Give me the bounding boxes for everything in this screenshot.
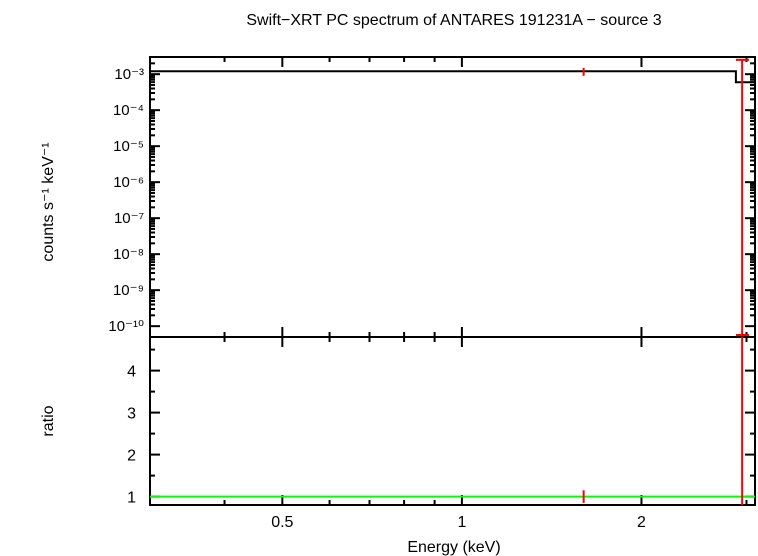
x-tick-label: 0.5 xyxy=(271,514,293,531)
top-y-tick-label: 10⁻⁶ xyxy=(113,174,144,191)
chart-title: Swift−XRT PC spectrum of ANTARES 191231A… xyxy=(246,12,661,29)
top-y-tick-label: 10⁻⁵ xyxy=(113,138,144,155)
model-line xyxy=(150,70,755,84)
x-tick-label: 2 xyxy=(637,514,646,531)
top-y-axis-label: counts s⁻¹ keV⁻¹ xyxy=(40,142,57,261)
bottom-y-tick-label: 4 xyxy=(127,364,136,381)
top-y-tick-label: 10⁻¹⁰ xyxy=(108,318,144,335)
top-y-tick-label: 10⁻³ xyxy=(114,66,144,83)
bottom-y-tick-label: 2 xyxy=(127,448,136,465)
top-panel-spectrum: 10⁻³ 10⁻⁴ 10⁻⁵ 10⁻⁶ 10⁻⁷ 10⁻⁸ 10⁻⁹ 10⁻¹⁰ xyxy=(108,56,756,338)
bottom-panel-frame xyxy=(149,336,756,506)
bottom-y-axis-label: ratio xyxy=(40,405,57,436)
x-tick-label: 1 xyxy=(457,514,466,531)
bottom-y-tick-label: 3 xyxy=(127,406,136,423)
top-y-tick-label: 10⁻⁸ xyxy=(113,246,144,263)
top-y-tick-label: 10⁻⁴ xyxy=(113,102,144,119)
top-y-tick-label: 10⁻⁷ xyxy=(114,210,144,227)
top-y-tick-label: 10⁻⁹ xyxy=(113,282,144,299)
bottom-panel-ratio: 1 2 3 4 0.5 1 2 xyxy=(127,336,756,531)
x-axis-label: Energy (keV) xyxy=(407,539,500,556)
bottom-y-tick-label: 1 xyxy=(127,490,136,507)
